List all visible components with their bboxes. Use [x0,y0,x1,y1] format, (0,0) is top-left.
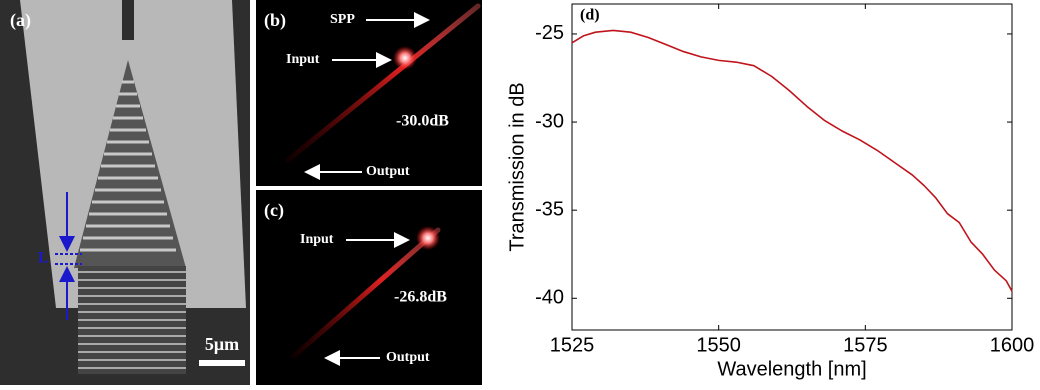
input-spot [393,46,417,70]
x-axis-label: Wavelength [nm] [717,358,866,380]
panel-label: (b) [264,10,286,31]
panel-a: L (a) 5μm [0,0,250,385]
y-axis-label: Transmission in dB [506,82,528,251]
loss-label: -30.0dB [396,113,449,130]
length-label: L [38,250,49,267]
y-tick-label: -30 [535,110,564,132]
output-label: Output [386,350,430,365]
panel-label: (d) [580,7,600,24]
x-tick-label: 1525 [550,334,595,356]
panel-label: (a) [10,10,31,31]
y-tick-label: -40 [535,287,564,309]
x-tick-label: 1600 [990,334,1035,356]
taper [74,60,186,268]
panel-c: (c) Input -26.8dB Output [256,190,482,385]
plot-frame [571,3,1013,331]
input-spot [416,226,440,250]
input-label: Input [300,232,334,247]
transmission-chart: (d) Wavelength [nm] Transmission in dB 1… [506,3,1035,380]
panel-label: (c) [264,200,284,221]
spp-label: SPP [330,12,355,27]
y-tick-label: -35 [535,198,564,220]
panel-b: (b) SPP Input -30.0dB Output [256,0,482,186]
x-tick-label: 1575 [843,334,888,356]
scale-label: 5μm [205,334,239,354]
length-marker [55,192,82,320]
input-label: Input [286,52,320,67]
scale-bar [199,360,245,366]
light-streak [291,227,441,359]
grating-lines [78,271,186,369]
y-tick-label: -25 [535,22,564,44]
output-label: Output [366,164,410,179]
light-streak [285,3,481,163]
transmission-line [571,29,1013,292]
taper-stripes [80,80,176,252]
x-tick-label: 1550 [696,334,741,356]
loss-label: -26.8dB [394,289,447,306]
